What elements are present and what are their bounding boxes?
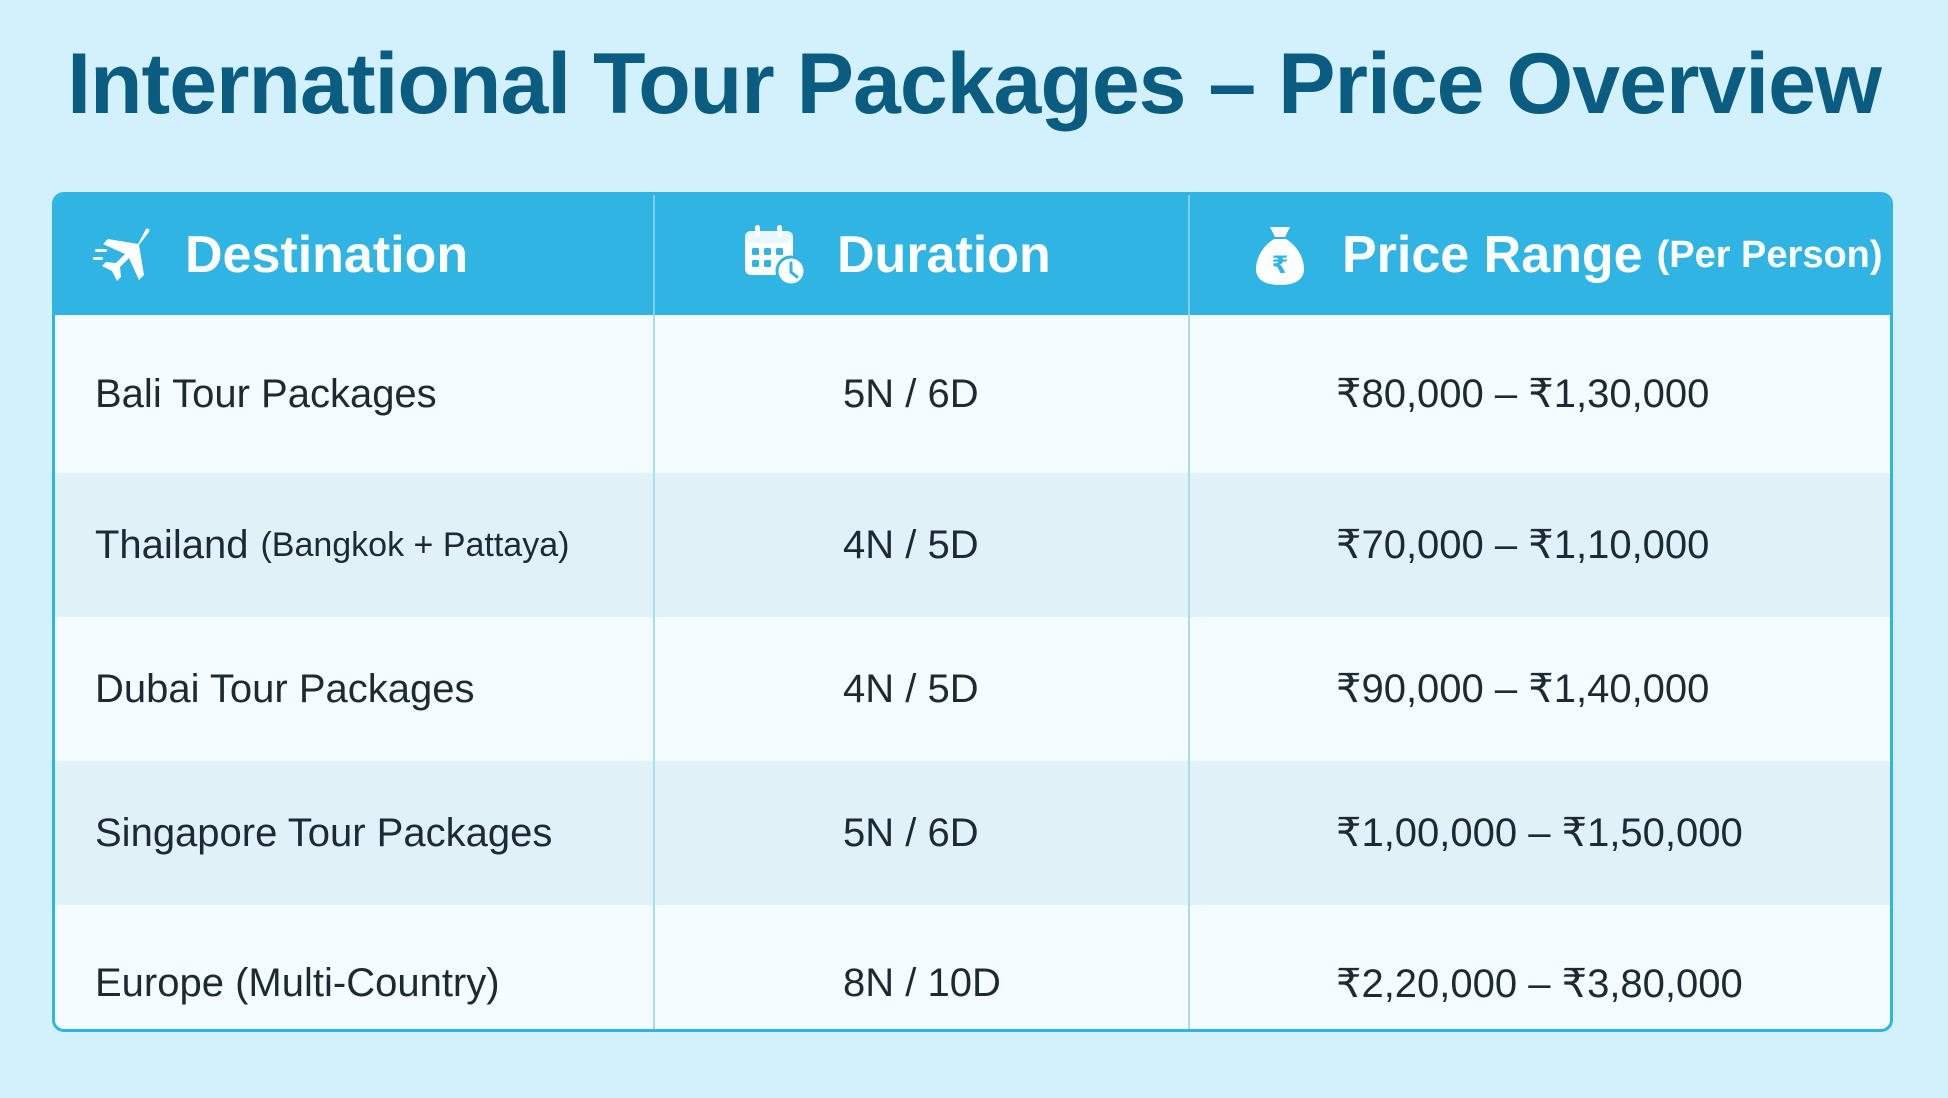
header-price-sub: (Per Person) — [1656, 233, 1883, 276]
duration-cell: 4N / 5D — [655, 473, 1190, 617]
price-cell: ₹70,000 – ₹1,10,000 — [1336, 523, 1710, 567]
price-cell: ₹1,00,000 – ₹1,50,000 — [1336, 811, 1743, 855]
table-row: Dubai Tour Packages 4N / 5D ₹90,000 – ₹1… — [55, 617, 1890, 761]
price-cell: ₹80,000 – ₹1,30,000 — [1336, 372, 1710, 416]
table-row: Thailand (Bangkok + Pattaya) 4N / 5D ₹70… — [55, 473, 1890, 617]
duration-cell: 5N / 6D — [655, 761, 1190, 905]
duration-cell: 8N / 10D — [655, 905, 1190, 1029]
destination-cell: Bali Tour Packages — [55, 315, 655, 473]
svg-text:₹: ₹ — [1272, 251, 1289, 279]
destination-cell: Dubai Tour Packages — [55, 617, 655, 761]
money-bag-rupee-icon: ₹ — [1256, 227, 1304, 285]
table-row: Singapore Tour Packages 5N / 6D ₹1,00,00… — [55, 761, 1890, 905]
table-row: Europe (Multi-Country) 8N / 10D ₹2,20,00… — [55, 905, 1890, 1029]
header-destination-label: Destination — [185, 226, 469, 284]
destination-name: Bali Tour Packages — [95, 371, 437, 416]
price-table: Destination Duration ₹ P — [52, 192, 1893, 1032]
destination-name: Dubai Tour Packages — [95, 666, 475, 711]
duration-cell: 5N / 6D — [655, 315, 1190, 473]
page-title: International Tour Packages – Price Over… — [67, 36, 1882, 132]
header-destination: Destination — [55, 195, 655, 315]
table-header: Destination Duration ₹ P — [55, 195, 1890, 315]
header-duration-label: Duration — [837, 226, 1051, 284]
destination-cell: Singapore Tour Packages — [55, 761, 655, 905]
airplane-icon — [93, 228, 150, 281]
header-price: ₹ Price Range (Per Person) — [1190, 195, 1890, 315]
table-row: Bali Tour Packages 5N / 6D ₹80,000 – ₹1,… — [55, 315, 1890, 473]
destination-name: Thailand — [95, 522, 249, 567]
destination-name: Europe (Multi-Country) — [95, 961, 500, 1005]
destination-cell: Thailand (Bangkok + Pattaya) — [55, 473, 655, 617]
destination-sub: (Bangkok + Pattaya) — [260, 525, 570, 564]
duration-cell: 4N / 5D — [655, 617, 1190, 761]
calendar-clock-icon — [745, 225, 807, 287]
header-price-label: Price Range — [1342, 226, 1643, 284]
destination-name: Singapore Tour Packages — [95, 810, 553, 855]
price-cell: ₹90,000 – ₹1,40,000 — [1336, 667, 1710, 711]
destination-cell: Europe (Multi-Country) — [55, 905, 655, 1029]
header-duration: Duration — [655, 195, 1190, 315]
price-cell: ₹2,20,000 – ₹3,80,000 — [1336, 961, 1743, 1006]
